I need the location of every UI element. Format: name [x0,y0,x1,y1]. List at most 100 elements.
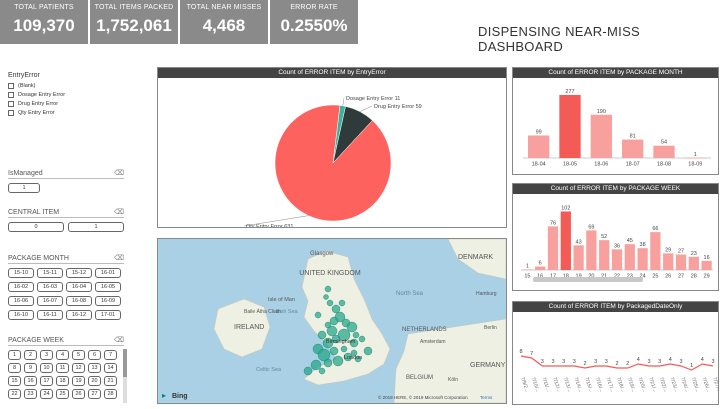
map-bubble[interactable] [322,337,334,349]
bar[interactable] [522,269,533,271]
map-bubble[interactable] [324,285,332,293]
filter-option-package-week[interactable]: 15 [8,376,21,386]
filter-option-package-month[interactable]: 16-10 [8,310,34,320]
filter-option-package-week[interactable]: 19 [72,376,85,386]
map-bubble[interactable] [340,345,348,353]
filter-option-package-week[interactable]: 21 [104,376,117,386]
bar[interactable] [684,157,706,159]
bar[interactable] [675,254,687,271]
map-bubble[interactable] [337,328,351,342]
filter-option-package-month[interactable]: 16-09 [95,296,121,306]
filter-option-package-week[interactable]: 20 [88,376,101,386]
map-terms-link[interactable]: Terms [480,395,493,400]
checkbox-blank[interactable] [8,83,14,89]
bar[interactable] [611,249,623,270]
map-bubble[interactable] [352,331,360,339]
map-bubble[interactable] [323,294,329,300]
map-bubble[interactable] [303,366,313,376]
filter-option-package-month[interactable]: 16-07 [37,296,63,306]
eraser-icon[interactable]: ⌫ [114,255,124,262]
map-bubble[interactable] [343,352,353,362]
filter-option-package-month[interactable]: 15-12 [66,268,92,278]
map-bubble[interactable] [331,304,341,314]
map-bubble[interactable] [346,321,358,333]
filter-option-package-week[interactable]: 18 [56,376,69,386]
filter-option-package-week[interactable]: 4 [56,350,69,360]
filter-option-package-month[interactable]: 16-04 [66,282,92,292]
filter-option-package-week[interactable]: 27 [88,389,101,399]
bar[interactable] [599,240,610,270]
bar[interactable] [663,253,674,270]
filter-option-package-month[interactable]: 16-02 [8,282,34,292]
week-chart-scrollbar[interactable] [533,277,643,282]
checkbox-drug-entry-error[interactable] [8,101,14,107]
bar[interactable] [653,145,675,158]
filter-option-package-week[interactable]: 25 [56,389,69,399]
map-bubble[interactable] [329,316,339,326]
bar[interactable] [547,226,559,270]
map-bubble[interactable] [350,349,358,357]
map-bubble[interactable] [314,311,322,319]
filter-option-package-week[interactable]: 22 [8,389,21,399]
week-scrollbar-thumb[interactable] [123,349,127,377]
filter-option-package-week[interactable]: 26 [72,389,85,399]
map-bubble[interactable] [331,334,341,344]
map-bubble[interactable] [323,358,333,368]
map-bubble[interactable] [317,330,327,340]
filter-option-package-week[interactable]: 28 [104,389,117,399]
filter-option-package-month[interactable]: 16-05 [95,282,121,292]
map-bubble[interactable] [338,299,346,307]
eraser-icon[interactable]: ⌫ [114,209,124,216]
filter-option-package-month[interactable]: 16-11 [37,310,63,320]
map-bubble[interactable] [326,299,334,307]
map-bubble[interactable] [329,346,339,356]
map-panel[interactable]: UNITED KINGDOM DENMARK IRELAND NETHERLAN… [157,238,507,404]
filter-option-package-month[interactable]: 15-10 [8,268,34,278]
filter-option-package-week[interactable]: 7 [104,350,117,360]
filter-option-package-week[interactable]: 17 [40,376,53,386]
filter-option-central-item-1[interactable]: 1 [68,222,124,232]
filter-option-package-week[interactable]: 23 [24,389,37,399]
map-bubble[interactable] [332,355,344,367]
filter-option-package-week[interactable]: 6 [88,350,101,360]
filter-option-package-month[interactable]: 16-12 [66,310,92,320]
filter-option-package-month[interactable]: 17-01 [95,310,121,320]
filter-option-package-week[interactable]: 2 [24,350,37,360]
map-bubble[interactable] [326,325,338,337]
filter-option-package-month[interactable]: 16-08 [66,296,92,306]
filter-option-is-managed-1[interactable]: 1 [8,183,40,193]
filter-option-central-item-0[interactable]: 0 [8,222,64,232]
bar[interactable] [622,139,644,158]
pie-slice[interactable] [274,104,392,222]
bar[interactable] [701,260,712,270]
filter-option-package-week[interactable]: 13 [88,363,101,373]
bar[interactable] [573,245,584,270]
eraser-icon[interactable]: ⌫ [114,337,124,344]
filter-option-package-month[interactable]: 16-01 [95,268,121,278]
map-bubble[interactable] [310,359,322,371]
bar[interactable] [586,230,597,270]
filter-option-package-week[interactable]: 3 [40,350,53,360]
filter-option-package-month[interactable]: 16-03 [37,282,63,292]
filter-option-package-month[interactable]: 15-11 [37,268,63,278]
map-bubble[interactable] [318,367,326,375]
filter-option-package-week[interactable]: 5 [72,350,85,360]
filter-option-package-month[interactable]: 16-06 [8,296,34,306]
bar[interactable] [559,94,581,158]
map-bubble[interactable] [317,348,331,362]
filter-option-package-week[interactable]: 12 [72,363,85,373]
filter-option-package-week[interactable]: 11 [56,363,69,373]
bar[interactable] [590,114,612,158]
bar[interactable] [637,248,648,270]
bar[interactable] [624,244,635,270]
checkbox-qty-entry-error[interactable] [8,110,14,116]
series-line[interactable] [520,355,714,371]
filter-option-package-week[interactable]: 1 [8,350,21,360]
filter-option-package-week[interactable]: 10 [40,363,53,373]
map-bubble[interactable] [349,338,359,348]
filter-option-package-week[interactable]: 16 [24,376,37,386]
filter-option-package-week[interactable]: 14 [104,363,117,373]
bar[interactable] [650,232,661,270]
map-bubble[interactable] [363,346,373,356]
eraser-icon[interactable]: ⌫ [114,170,124,177]
